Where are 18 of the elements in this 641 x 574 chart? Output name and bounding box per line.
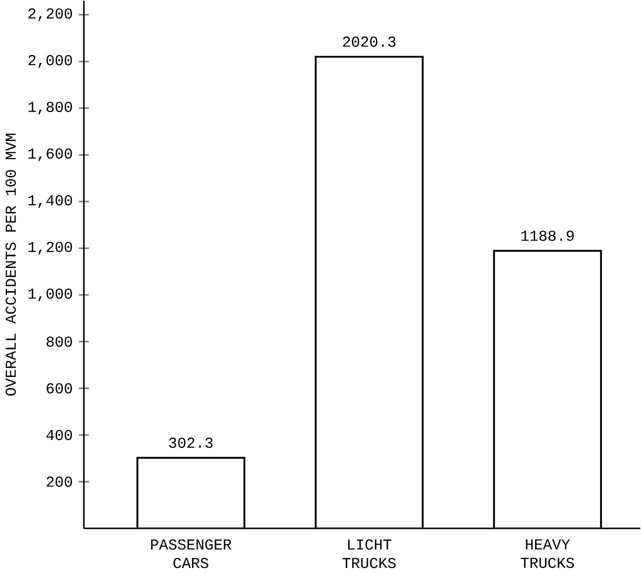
y-axis-title: OVERALL ACCIDENTS PER 100 MVM — [6, 134, 16, 396]
x-tick-label: HEAVY TRUCKS — [520, 539, 574, 568]
y-tick-label: 2,000 — [28, 55, 72, 68]
y-tick-label: 1,000 — [28, 288, 72, 302]
x-tick-label: PASSENGER CARS — [151, 539, 232, 568]
y-tick-label: 800 — [46, 336, 72, 347]
y-tick-label: 2,200 — [28, 8, 72, 22]
y-tick-label: 1,600 — [28, 148, 72, 162]
y-tick-label: 1,400 — [28, 195, 72, 208]
y-tick-label: 400 — [46, 430, 72, 440]
data-label: 302.3 — [169, 438, 213, 448]
data-label: 2020.3 — [342, 36, 396, 47]
y-tick-label: 1,200 — [28, 242, 72, 255]
y-tick-label: 1,800 — [28, 102, 72, 115]
data-label: 1188.9 — [521, 230, 574, 242]
y-tick-label: 600 — [46, 383, 72, 394]
y-tick-label: 200 — [46, 476, 72, 487]
x-tick-label: LICHT TRUCKS — [342, 539, 396, 568]
